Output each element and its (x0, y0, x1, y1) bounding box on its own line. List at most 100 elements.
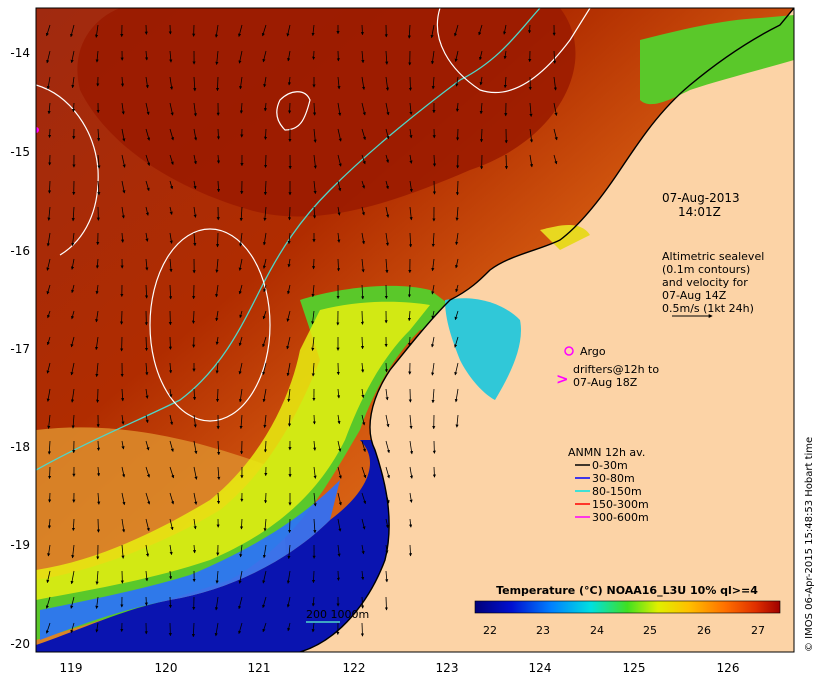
velocity-arrow (385, 414, 390, 428)
velocity-arrow (193, 492, 198, 505)
velocity-arrow (361, 544, 365, 555)
velocity-arrow (287, 258, 291, 268)
velocity-arrow (121, 154, 126, 168)
velocity-arrow (385, 76, 390, 91)
velocity-arrow (385, 440, 390, 454)
velocity-arrow (169, 544, 173, 556)
velocity-arrow (455, 232, 459, 246)
velocity-arrow (361, 128, 366, 141)
velocity-arrow (553, 50, 557, 64)
velocity-arrow (385, 258, 389, 274)
velocity-arrow (361, 466, 367, 479)
velocity-arrow (409, 440, 414, 455)
velocity-arrow (431, 258, 435, 272)
velocity-arrow (455, 76, 459, 87)
velocity-arrow (169, 414, 174, 426)
velocity-arrow (48, 466, 52, 480)
velocity-arrow (385, 102, 390, 116)
velocity-arrow (193, 180, 197, 190)
velocity-arrow (70, 570, 75, 585)
coastal-blue (36, 440, 420, 652)
velocity-arrow (455, 284, 459, 293)
velocity-arrow (238, 50, 243, 64)
velocity-arrow (431, 388, 435, 404)
velocity-arrow (71, 76, 75, 89)
velocity-arrow (215, 362, 219, 374)
velocity-arrow (239, 76, 243, 90)
velocity-arrow (46, 388, 51, 402)
anmn-item: 150-300m (592, 498, 649, 511)
velocity-arrow (96, 466, 101, 477)
velocity-arrow (432, 180, 436, 195)
isobath-200m (36, 8, 541, 471)
x-tick: 121 (248, 661, 271, 675)
velocity-arrow (454, 336, 459, 348)
velocity-arrow (193, 466, 198, 480)
velocity-arrow (287, 518, 292, 534)
velocity-arrow (360, 622, 364, 637)
velocity-arrow (46, 76, 51, 90)
warm-core (77, 8, 576, 217)
velocity-arrow (288, 102, 292, 114)
velocity-arrow (238, 336, 243, 347)
velocity-arrow (385, 128, 390, 140)
velocity-arrow (168, 596, 172, 609)
velocity-arrow (168, 284, 173, 300)
velocity-arrow (262, 362, 267, 376)
velocity-arrow (169, 492, 175, 505)
velocity-arrow (168, 362, 173, 374)
velocity-arrow (263, 414, 267, 429)
velocity-arrow (311, 310, 315, 325)
velocity-arrow (361, 258, 365, 273)
velocity-arrow (409, 128, 413, 139)
coastal-yellow (36, 301, 430, 600)
velocity-arrow (70, 310, 75, 320)
velocity-arrow (238, 596, 243, 610)
velocity-arrow (95, 50, 99, 63)
velocity-arrow (262, 544, 267, 559)
velocity-arrow (408, 544, 413, 557)
velocity-arrow (70, 258, 75, 270)
velocity-arrow (239, 414, 243, 430)
velocity-arrow (431, 336, 435, 348)
velocity-arrow (431, 284, 435, 295)
velocity-arrow (384, 596, 388, 611)
velocity-arrow (215, 570, 219, 584)
velocity-arrow (144, 284, 149, 299)
velocity-arrow (286, 24, 291, 37)
velocity-arrow (263, 180, 268, 196)
velocity-arrow (361, 492, 367, 505)
velocity-arrow (337, 76, 341, 90)
sealevel-contour-west (36, 84, 99, 256)
velocity-arrow (337, 518, 342, 532)
velocity-arrow (193, 76, 197, 92)
velocity-arrow (145, 154, 151, 167)
velocity-arrow (47, 206, 51, 221)
velocity-arrow (336, 570, 340, 581)
velocity-arrow (264, 154, 268, 169)
velocity-arrow (312, 102, 317, 116)
velocity-arrow (263, 128, 268, 140)
velocity-arrow (528, 24, 532, 34)
velocity-arrow (215, 232, 220, 248)
coastline (299, 8, 794, 652)
velocity-arrow (238, 284, 243, 295)
velocity-arrow (70, 24, 75, 38)
velocity-arrow (361, 518, 366, 530)
time-label: 14:01Z (678, 205, 721, 219)
velocity-arrow (262, 310, 267, 320)
velocity-arrow (71, 102, 76, 113)
velocity-arrow (313, 492, 317, 507)
colorbar-tick: 27 (751, 624, 765, 637)
velocity-arrow (216, 180, 221, 193)
velocity-arrow (193, 440, 198, 455)
velocity-arrow (455, 180, 460, 196)
velocity-arrow (455, 206, 459, 221)
velocity-arrow (193, 414, 197, 428)
velocity-arrow (313, 440, 317, 451)
velocity-arrow (385, 50, 389, 65)
velocity-arrow (286, 570, 291, 584)
velocity-arrow (478, 50, 483, 61)
velocity-arrow (361, 206, 365, 216)
sealevel-line: 07-Aug 14Z (662, 289, 727, 302)
